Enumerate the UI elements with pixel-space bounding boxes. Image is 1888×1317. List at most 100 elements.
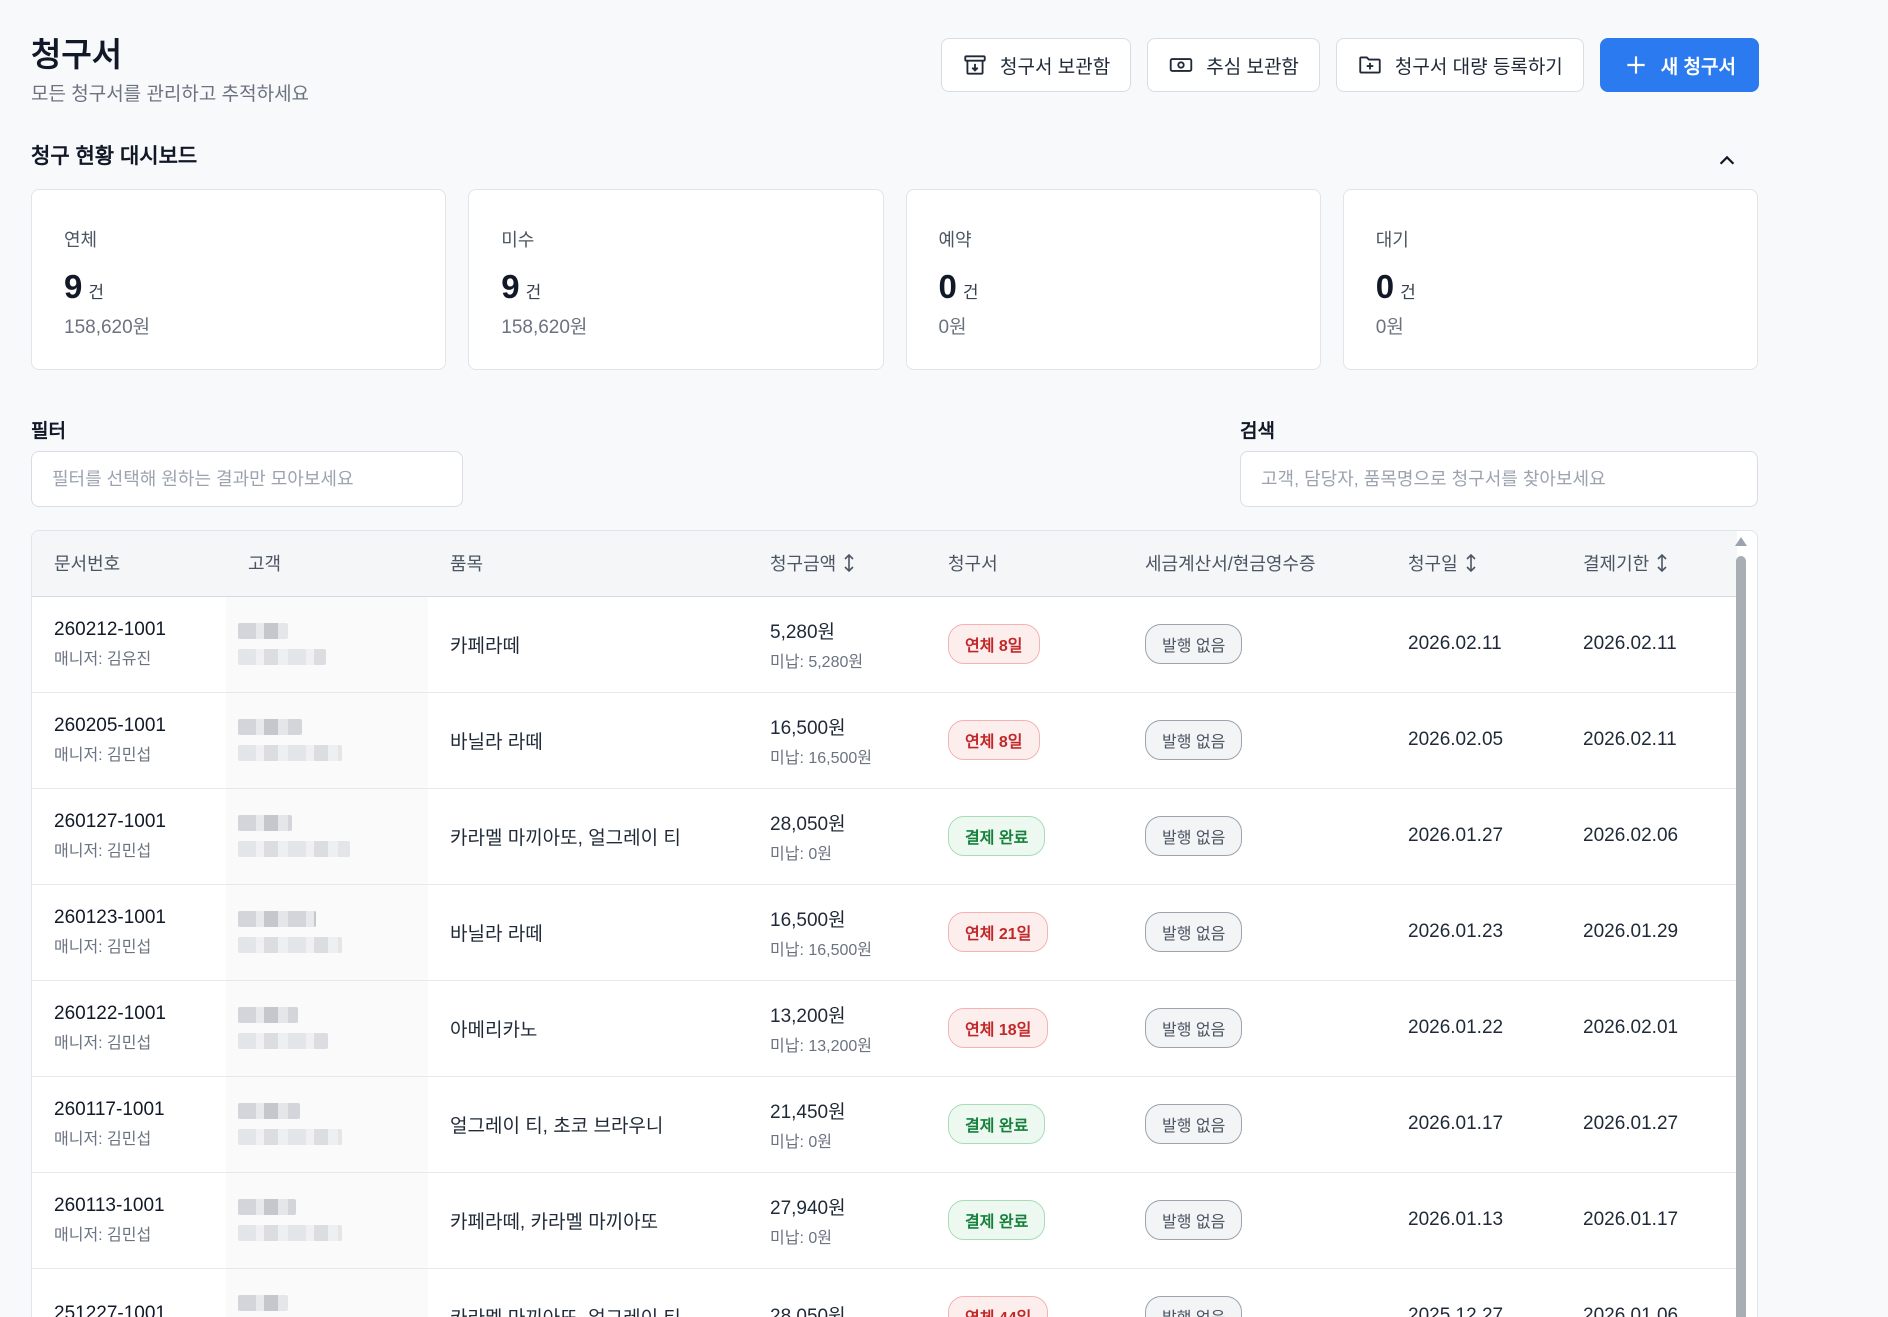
- archive-box-icon: [964, 55, 986, 75]
- amount-value: 5,280원: [770, 621, 836, 643]
- table-row[interactable]: 260123-1001 매니저: 김민섭 바닐라 라떼 16,500원 미납: 16,5…: [32, 884, 1737, 980]
- table-row[interactable]: 260212-1001 매니저: 김유진 카페라떼 5,280원 미납: 5,280원 연…: [32, 596, 1737, 692]
- column-header-customer[interactable]: 고객: [226, 531, 428, 597]
- table-row[interactable]: 260117-1001 매니저: 김민섭 얼그레이 티, 초코 브라우니 21,450…: [32, 1076, 1737, 1172]
- customer-contact-redacted: [238, 1225, 342, 1241]
- collection-archive-button[interactable]: 추심 보관함: [1147, 38, 1320, 92]
- card-count: 9 건: [501, 268, 850, 306]
- invoice-archive-label: 청구서 보관함: [1000, 56, 1111, 78]
- search-input[interactable]: [1240, 451, 1758, 507]
- date-cell: 2026.01.13: [1408, 1209, 1504, 1230]
- chevron-up-icon[interactable]: [1716, 150, 1738, 172]
- sort-icon[interactable]: [1464, 553, 1478, 573]
- card-amount: 0원: [1375, 317, 1404, 338]
- scroll-thumb[interactable]: [1736, 556, 1746, 1317]
- summary-card-pending[interactable]: 대기 0 건 0원: [1342, 189, 1758, 370]
- doc-cell[interactable]: 260113-1001 매니저: 김민섭: [32, 1172, 226, 1268]
- manager-name: 매니저: 김유진: [54, 651, 152, 668]
- table-row[interactable]: 260127-1001 매니저: 김민섭 카라멜 마끼아또, 얼그레이 티 28,05…: [32, 788, 1737, 884]
- customer-name-redacted: [238, 1199, 296, 1215]
- invoice-archive-button[interactable]: 청구서 보관함: [941, 38, 1132, 92]
- status-cell: 연체 44일: [926, 1268, 1123, 1317]
- customer-name-redacted: [238, 1295, 288, 1311]
- collection-archive-label: 추심 보관함: [1206, 56, 1299, 78]
- column-header-doc[interactable]: 문서번호: [32, 531, 226, 597]
- doc-cell[interactable]: 260123-1001 매니저: 김민섭: [32, 884, 226, 980]
- column-header-due[interactable]: 결제기한: [1561, 531, 1737, 597]
- tax-cell: 발행 없음: [1123, 1076, 1386, 1172]
- customer-cell[interactable]: [226, 1268, 428, 1317]
- filter-label: 필터: [31, 421, 66, 442]
- date-cell: 2026.02.05: [1408, 729, 1504, 750]
- tax-cell: 발행 없음: [1123, 884, 1386, 980]
- tax-status-badge: 발행 없음: [1145, 1296, 1243, 1317]
- header-actions: 청구서 보관함 추심 보관함 청구서 대량 등록하기 새 청구서: [941, 38, 1759, 92]
- customer-cell[interactable]: [226, 1172, 428, 1268]
- amount-cell: 16,500원 미납: 16,500원: [748, 884, 926, 980]
- doc-cell[interactable]: 260205-1001 매니저: 김민섭: [32, 692, 226, 788]
- customer-name-redacted: [238, 911, 316, 927]
- table-scrollbar[interactable]: [1735, 531, 1747, 1317]
- manager-name: 매니저: 김민섭: [54, 939, 152, 956]
- doc-cell[interactable]: 260122-1001 매니저: 김민섭: [32, 980, 226, 1076]
- amount-value: 16,500원: [770, 909, 846, 931]
- column-header-item[interactable]: 품목: [428, 531, 748, 597]
- sort-icon[interactable]: [1655, 553, 1669, 573]
- doc-number: 260212-1001: [54, 619, 166, 640]
- customer-cell[interactable]: [226, 980, 428, 1076]
- filter-input[interactable]: [31, 451, 463, 507]
- due-cell: 2026.02.06: [1583, 825, 1679, 846]
- card-count-number: 0: [1375, 268, 1395, 305]
- amount-cell: 5,280원 미납: 5,280원: [748, 596, 926, 692]
- bulk-register-button[interactable]: 청구서 대량 등록하기: [1335, 38, 1584, 92]
- table-row[interactable]: 260122-1001 매니저: 김민섭 아메리카노 13,200원 미납: 13,20…: [32, 980, 1737, 1076]
- table-row[interactable]: 260205-1001 매니저: 김민섭 바닐라 라떼 16,500원 미납: 16,5…: [32, 692, 1737, 788]
- column-header-date[interactable]: 청구일: [1386, 531, 1561, 597]
- status-cell: 결제 완료: [926, 1172, 1123, 1268]
- doc-cell[interactable]: 260212-1001 매니저: 김유진: [32, 596, 226, 692]
- doc-cell[interactable]: 251227-1001: [32, 1268, 226, 1317]
- tax-status-badge: 발행 없음: [1145, 624, 1243, 664]
- amount-cell: 27,940원 미납: 0원: [748, 1172, 926, 1268]
- tax-cell: 발행 없음: [1123, 596, 1386, 692]
- new-invoice-button[interactable]: 새 청구서: [1599, 38, 1759, 92]
- customer-name-redacted: [238, 815, 292, 831]
- table-row[interactable]: 260113-1001 매니저: 김민섭 카페라떼, 카라멜 마끼아또 27,940원…: [32, 1172, 1737, 1268]
- doc-number: 260113-1001: [54, 1195, 165, 1216]
- column-header-amount[interactable]: 청구금액: [748, 531, 926, 597]
- customer-cell[interactable]: [226, 1076, 428, 1172]
- column-header-status[interactable]: 청구서: [926, 531, 1123, 597]
- doc-cell[interactable]: 260117-1001 매니저: 김민섭: [32, 1076, 226, 1172]
- card-count: 0 건: [1376, 268, 1725, 306]
- tax-status-badge: 발행 없음: [1145, 1200, 1243, 1240]
- customer-cell[interactable]: [226, 596, 428, 692]
- sort-icon[interactable]: [842, 553, 856, 573]
- tax-status-badge: 발행 없음: [1145, 1008, 1243, 1048]
- summary-card-scheduled[interactable]: 예약 0 건 0원: [905, 189, 1321, 370]
- status-badge: 연체 44일: [948, 1296, 1049, 1317]
- customer-cell[interactable]: [226, 692, 428, 788]
- tax-status-badge: 발행 없음: [1145, 912, 1243, 952]
- amount-cell: 28,050원: [748, 1268, 926, 1317]
- tax-cell: 발행 없음: [1123, 788, 1386, 884]
- item-cell: 카페라떼: [450, 635, 520, 657]
- summary-card-overdue[interactable]: 연체 9 건 158,620원: [31, 189, 447, 370]
- card-count-number: 9: [501, 268, 520, 305]
- customer-cell[interactable]: [226, 884, 428, 980]
- table-row[interactable]: 251227-1001 카라멜 마끼아또, 얼그레이 티 28,050원 연체 44일…: [32, 1268, 1737, 1317]
- cash-icon: [1170, 58, 1193, 72]
- date-cell: 2026.01.27: [1408, 825, 1504, 846]
- doc-number: 260205-1001: [54, 715, 166, 736]
- unpaid-value: 미납: 0원: [770, 1229, 832, 1247]
- table-header-row: 문서번호 고객 품목 청구금액 청구서 세금계산서/현금영수증 청구일 결제기한: [32, 531, 1737, 597]
- column-header-tax[interactable]: 세금계산서/현금영수증: [1123, 531, 1386, 597]
- summary-card-unpaid[interactable]: 미수 9 건 158,620원: [468, 189, 884, 370]
- scroll-up-arrow-icon[interactable]: [1735, 537, 1747, 546]
- item-cell: 아메리카노: [450, 1019, 538, 1041]
- customer-name-redacted: [238, 1103, 300, 1119]
- customer-cell[interactable]: [226, 788, 428, 884]
- card-count-unit: 건: [962, 283, 979, 302]
- doc-cell[interactable]: 260127-1001 매니저: 김민섭: [32, 788, 226, 884]
- due-cell: 2026.02.11: [1583, 633, 1677, 654]
- page-title: 청구서: [31, 36, 123, 73]
